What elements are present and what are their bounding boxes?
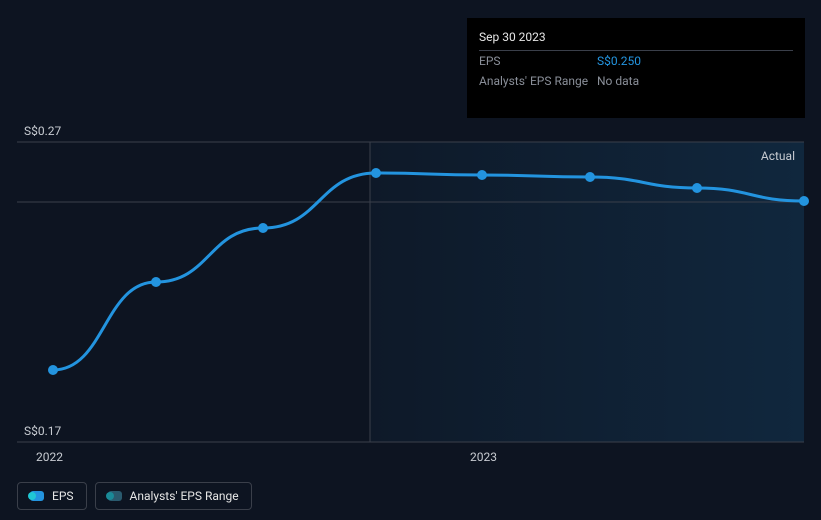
tooltip-label: EPS: [479, 54, 597, 68]
tooltip-label: Analysts' EPS Range: [479, 74, 597, 88]
tooltip-date: Sep 30 2023: [479, 26, 793, 51]
legend-item-eps[interactable]: EPS: [17, 482, 87, 510]
tooltip-row-eps: EPS S$0.250: [479, 51, 793, 71]
y-axis-top-label: S$0.27: [24, 124, 61, 138]
x-axis-label-2022: 2022: [36, 450, 63, 464]
eps-chart-widget: { "tooltip":{ "date":"Sep 30 2023", "row…: [0, 0, 821, 520]
chart-tooltip: Sep 30 2023 EPS S$0.250 Analysts' EPS Ra…: [467, 18, 805, 118]
legend-swatch-eps: [30, 491, 44, 501]
tooltip-row-range: Analysts' EPS Range No data: [479, 71, 793, 91]
line-chart-svg: [17, 142, 804, 442]
legend-swatch-range: [108, 491, 122, 501]
tooltip-value: No data: [597, 74, 639, 88]
tooltip-value: S$0.250: [597, 54, 641, 68]
legend-label: Analysts' EPS Range: [130, 489, 239, 503]
legend-item-range[interactable]: Analysts' EPS Range: [95, 482, 252, 510]
chart-legend: EPS Analysts' EPS Range: [17, 482, 252, 510]
x-axis-label-2023: 2023: [470, 450, 497, 464]
legend-label: EPS: [52, 489, 74, 503]
